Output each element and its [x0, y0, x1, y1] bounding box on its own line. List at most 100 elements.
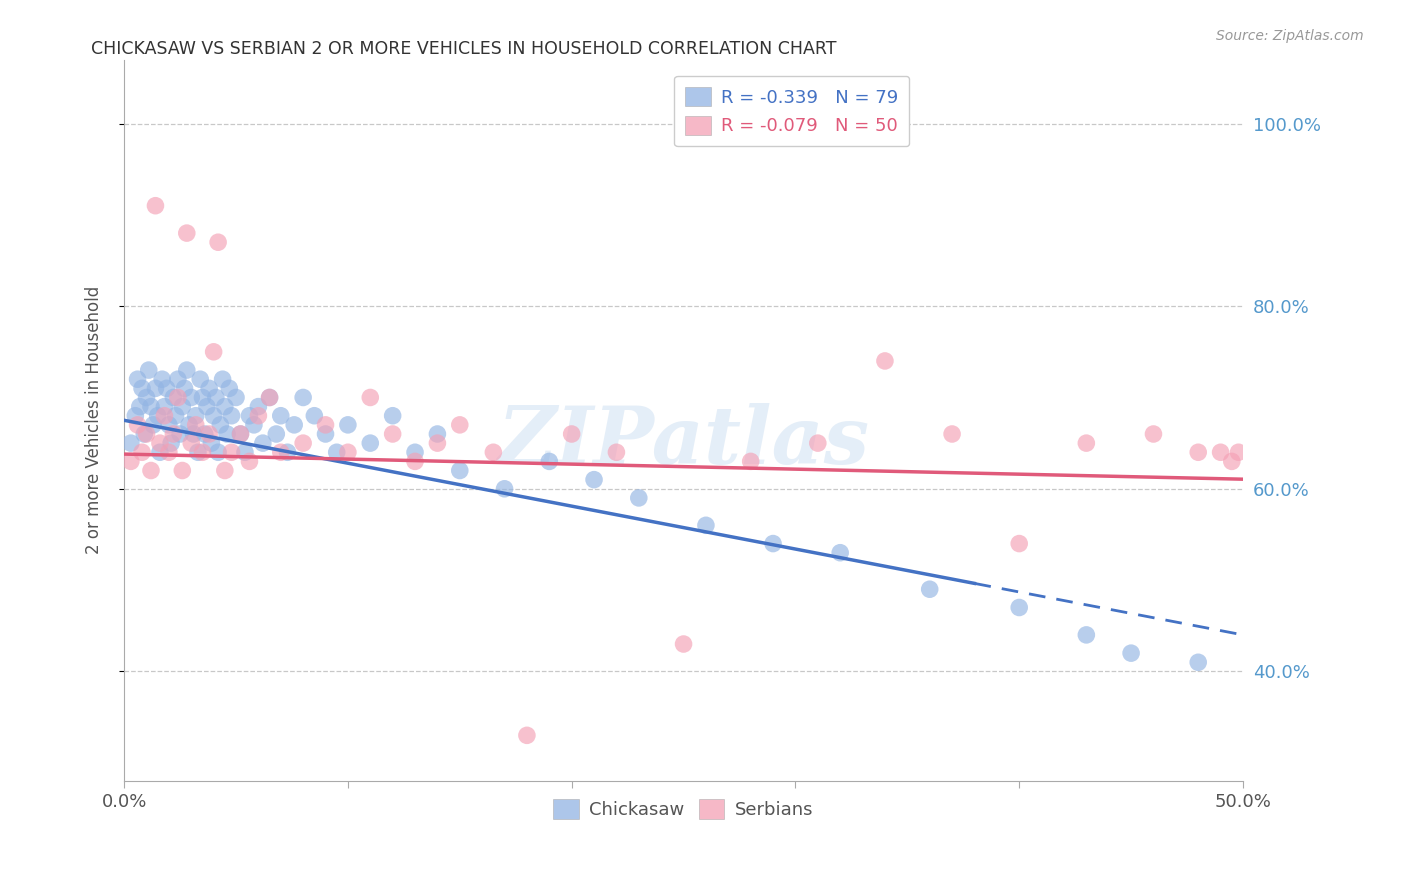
- Point: [166, 372, 188, 386]
- Point: [150, 372, 173, 386]
- Point: [146, 409, 169, 423]
- Point: [494, 482, 516, 496]
- Point: [270, 409, 292, 423]
- Point: [124, 409, 146, 423]
- Point: [243, 417, 266, 432]
- Point: [135, 391, 157, 405]
- Point: [149, 445, 172, 459]
- Point: [1076, 436, 1098, 450]
- Point: [153, 400, 176, 414]
- Point: [120, 454, 142, 468]
- Point: [325, 445, 347, 459]
- Text: ZIPatlas: ZIPatlas: [498, 403, 870, 481]
- Point: [233, 445, 256, 459]
- Point: [156, 381, 179, 395]
- Point: [270, 445, 292, 459]
- Point: [177, 417, 200, 432]
- Point: [128, 400, 150, 414]
- Point: [695, 518, 717, 533]
- Point: [247, 400, 270, 414]
- Point: [238, 454, 260, 468]
- Point: [1119, 646, 1142, 660]
- Point: [221, 445, 243, 459]
- Point: [127, 372, 149, 386]
- Point: [214, 463, 236, 477]
- Point: [359, 391, 381, 405]
- Point: [740, 454, 762, 468]
- Point: [238, 409, 260, 423]
- Point: [404, 445, 426, 459]
- Point: [162, 427, 184, 442]
- Point: [259, 391, 281, 405]
- Text: Source: ZipAtlas.com: Source: ZipAtlas.com: [1216, 29, 1364, 43]
- Point: [1187, 655, 1209, 669]
- Point: [1008, 600, 1031, 615]
- Point: [184, 409, 207, 423]
- Point: [145, 199, 167, 213]
- Point: [131, 445, 153, 459]
- Point: [198, 381, 221, 395]
- Point: [1227, 445, 1250, 459]
- Point: [172, 400, 194, 414]
- Point: [166, 391, 188, 405]
- Point: [605, 445, 627, 459]
- Point: [169, 427, 191, 442]
- Point: [941, 427, 963, 442]
- Point: [266, 427, 288, 442]
- Point: [225, 391, 247, 405]
- Legend: Chickasaw, Serbians: Chickasaw, Serbians: [546, 792, 821, 826]
- Point: [214, 400, 236, 414]
- Point: [426, 427, 449, 442]
- Point: [1220, 454, 1243, 468]
- Point: [191, 391, 214, 405]
- Point: [202, 344, 225, 359]
- Point: [149, 436, 172, 450]
- Point: [160, 436, 183, 450]
- Point: [830, 546, 852, 560]
- Point: [449, 463, 471, 477]
- Point: [873, 354, 896, 368]
- Point: [184, 417, 207, 432]
- Point: [191, 445, 214, 459]
- Point: [292, 436, 315, 450]
- Point: [221, 409, 243, 423]
- Point: [918, 582, 941, 597]
- Point: [1209, 445, 1232, 459]
- Point: [187, 445, 209, 459]
- Point: [283, 417, 305, 432]
- Point: [135, 427, 157, 442]
- Point: [142, 417, 165, 432]
- Point: [153, 409, 176, 423]
- Point: [315, 427, 337, 442]
- Point: [583, 473, 606, 487]
- Y-axis label: 2 or more Vehicles in Household: 2 or more Vehicles in Household: [86, 286, 103, 555]
- Point: [259, 391, 281, 405]
- Point: [315, 417, 337, 432]
- Point: [180, 391, 202, 405]
- Point: [120, 436, 142, 450]
- Point: [180, 436, 202, 450]
- Point: [200, 436, 222, 450]
- Point: [183, 427, 205, 442]
- Text: CHICKASAW VS SERBIAN 2 OR MORE VEHICLES IN HOUSEHOLD CORRELATION CHART: CHICKASAW VS SERBIAN 2 OR MORE VEHICLES …: [91, 40, 837, 58]
- Point: [207, 445, 229, 459]
- Point: [131, 381, 153, 395]
- Point: [1008, 536, 1031, 550]
- Point: [205, 391, 228, 405]
- Point: [359, 436, 381, 450]
- Point: [762, 536, 785, 550]
- Point: [188, 372, 211, 386]
- Point: [229, 427, 252, 442]
- Point: [172, 463, 194, 477]
- Point: [198, 427, 221, 442]
- Point: [162, 391, 184, 405]
- Point: [209, 417, 232, 432]
- Point: [482, 445, 505, 459]
- Point: [672, 637, 695, 651]
- Point: [165, 409, 187, 423]
- Point: [449, 417, 471, 432]
- Point: [211, 372, 233, 386]
- Point: [304, 409, 326, 423]
- Point: [229, 427, 252, 442]
- Point: [538, 454, 561, 468]
